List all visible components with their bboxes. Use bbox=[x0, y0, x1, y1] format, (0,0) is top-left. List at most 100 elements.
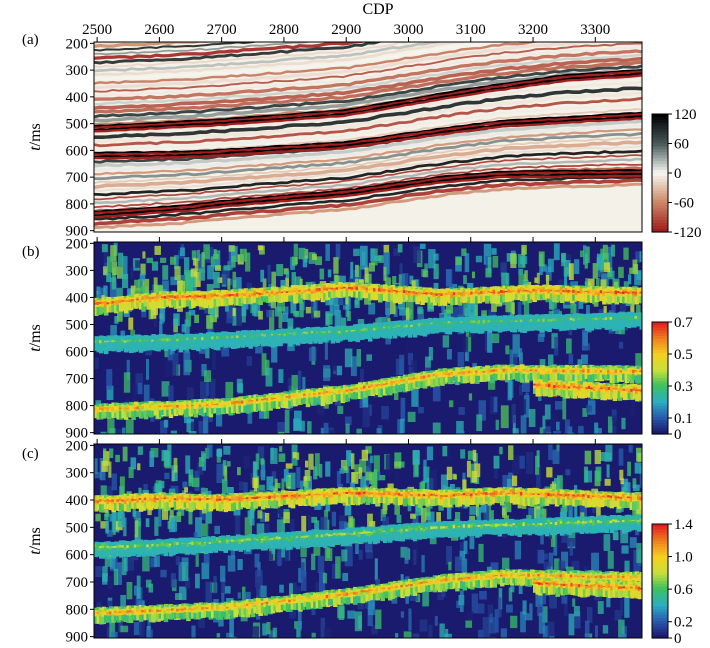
attribute-speckle bbox=[505, 300, 513, 313]
attribute-band-cell bbox=[333, 335, 338, 342]
attribute-band-cell bbox=[133, 294, 139, 300]
attribute-band-cell bbox=[303, 336, 308, 344]
attribute-band-cell bbox=[265, 293, 271, 299]
attribute-band-cell bbox=[397, 385, 403, 393]
attribute-band-cell bbox=[153, 342, 159, 351]
attribute-speckle bbox=[581, 354, 588, 365]
colorbar-swatch bbox=[652, 125, 668, 130]
attribute-speckle bbox=[538, 612, 546, 634]
attribute-band-cell bbox=[106, 411, 111, 418]
attribute-band-cell bbox=[141, 344, 146, 352]
attribute-band-cell bbox=[617, 321, 622, 331]
colorbar-tick-label: 120 bbox=[674, 107, 697, 123]
seismic-trace-band bbox=[94, 154, 642, 201]
attribute-speckle bbox=[203, 244, 210, 260]
attribute-band-cell bbox=[477, 325, 483, 334]
attribute-band-cell bbox=[642, 318, 647, 323]
attribute-speckle bbox=[185, 455, 191, 474]
attribute-band-cell bbox=[417, 295, 423, 302]
attribute-speckle bbox=[429, 469, 437, 493]
colorbar-swatch bbox=[652, 364, 668, 368]
attribute-band-cell bbox=[502, 317, 508, 325]
attribute-band-cell bbox=[417, 381, 423, 388]
attribute-speckle bbox=[237, 307, 242, 326]
attribute-band-cell bbox=[472, 374, 478, 383]
attribute-speckle bbox=[212, 346, 216, 370]
attribute-band-cell bbox=[527, 374, 532, 380]
colorbar-swatch bbox=[652, 178, 668, 183]
attribute-band-cell bbox=[151, 301, 156, 311]
attribute-speckle bbox=[278, 307, 283, 329]
attribute-speckle bbox=[257, 446, 265, 461]
attribute-band-cell bbox=[243, 340, 248, 346]
attribute-speckle bbox=[385, 255, 389, 279]
attribute-speckle bbox=[385, 454, 393, 475]
attribute-speckle bbox=[305, 306, 311, 314]
attribute-speckle bbox=[216, 463, 224, 484]
attribute-speckle bbox=[142, 251, 146, 259]
attribute-band-cell bbox=[198, 341, 204, 348]
attribute-speckle bbox=[373, 455, 380, 473]
attribute-band-cell bbox=[545, 388, 550, 397]
colorbar-swatch bbox=[652, 369, 668, 373]
attribute-speckle bbox=[564, 419, 570, 434]
colorbar-swatch bbox=[652, 161, 668, 165]
attribute-speckle bbox=[446, 304, 453, 314]
attribute-band-cell bbox=[572, 315, 577, 322]
attribute-band-cell bbox=[487, 375, 493, 382]
attribute-band-cell bbox=[632, 295, 637, 305]
attribute-speckle bbox=[417, 306, 423, 314]
attribute-speckle bbox=[334, 309, 341, 329]
attribute-speckle bbox=[459, 550, 466, 560]
attribute-speckle bbox=[512, 415, 516, 434]
attribute-band-cell bbox=[111, 344, 116, 352]
attribute-band-cell bbox=[318, 335, 323, 344]
attribute-band-cell bbox=[300, 398, 306, 404]
x-tick-label: 2700 bbox=[207, 22, 237, 38]
attribute-band-cell bbox=[624, 296, 630, 303]
attribute-speckle bbox=[335, 243, 341, 260]
attribute-band-cell bbox=[552, 294, 557, 302]
seismic-trace-band bbox=[94, 45, 642, 97]
attribute-band-cell bbox=[607, 373, 612, 380]
colorbar-tick-label: 0.5 bbox=[674, 347, 693, 363]
attribute-band-cell bbox=[599, 321, 605, 328]
attribute-speckle bbox=[285, 270, 290, 279]
attribute-speckle bbox=[260, 269, 265, 283]
attribute-band-cell bbox=[198, 299, 204, 307]
attribute-speckle bbox=[408, 243, 415, 254]
attribute-speckle bbox=[150, 557, 157, 568]
attribute-speckle bbox=[313, 301, 317, 317]
attribute-band-cell bbox=[216, 341, 221, 351]
attribute-band-cell bbox=[161, 343, 166, 349]
attribute-speckle bbox=[154, 516, 159, 536]
attribute-band-cell bbox=[186, 300, 191, 307]
attribute-speckle bbox=[201, 252, 205, 268]
attribute-band-cell bbox=[211, 332, 216, 338]
attribute-band-cell bbox=[584, 295, 590, 303]
attribute-band-cell bbox=[133, 410, 139, 418]
attribute-speckle bbox=[544, 404, 551, 420]
attribute-speckle bbox=[307, 421, 312, 434]
attribute-speckle bbox=[365, 550, 374, 559]
attribute-band-cell bbox=[101, 344, 106, 352]
attribute-band-cell bbox=[415, 381, 420, 388]
attribute-band-cell bbox=[211, 289, 216, 297]
attribute-band-cell bbox=[163, 291, 169, 297]
attribute-speckle bbox=[594, 625, 598, 638]
attribute-band-cell bbox=[372, 292, 378, 300]
attribute-band-cell bbox=[527, 294, 532, 304]
attribute-band-cell bbox=[477, 295, 483, 304]
attribute-band-cell bbox=[624, 321, 630, 327]
attribute-speckle bbox=[214, 301, 219, 318]
attribute-speckle bbox=[230, 636, 237, 638]
attribute-band-cell bbox=[133, 302, 139, 308]
attribute-speckle bbox=[400, 335, 406, 360]
panel-a-label: (a) bbox=[22, 32, 39, 48]
attribute-speckle bbox=[320, 516, 328, 535]
attribute-band-cell bbox=[529, 323, 535, 331]
attribute-band-cell bbox=[532, 320, 537, 326]
y-tick-label: 300 bbox=[66, 63, 89, 79]
attribute-speckle bbox=[345, 297, 350, 318]
